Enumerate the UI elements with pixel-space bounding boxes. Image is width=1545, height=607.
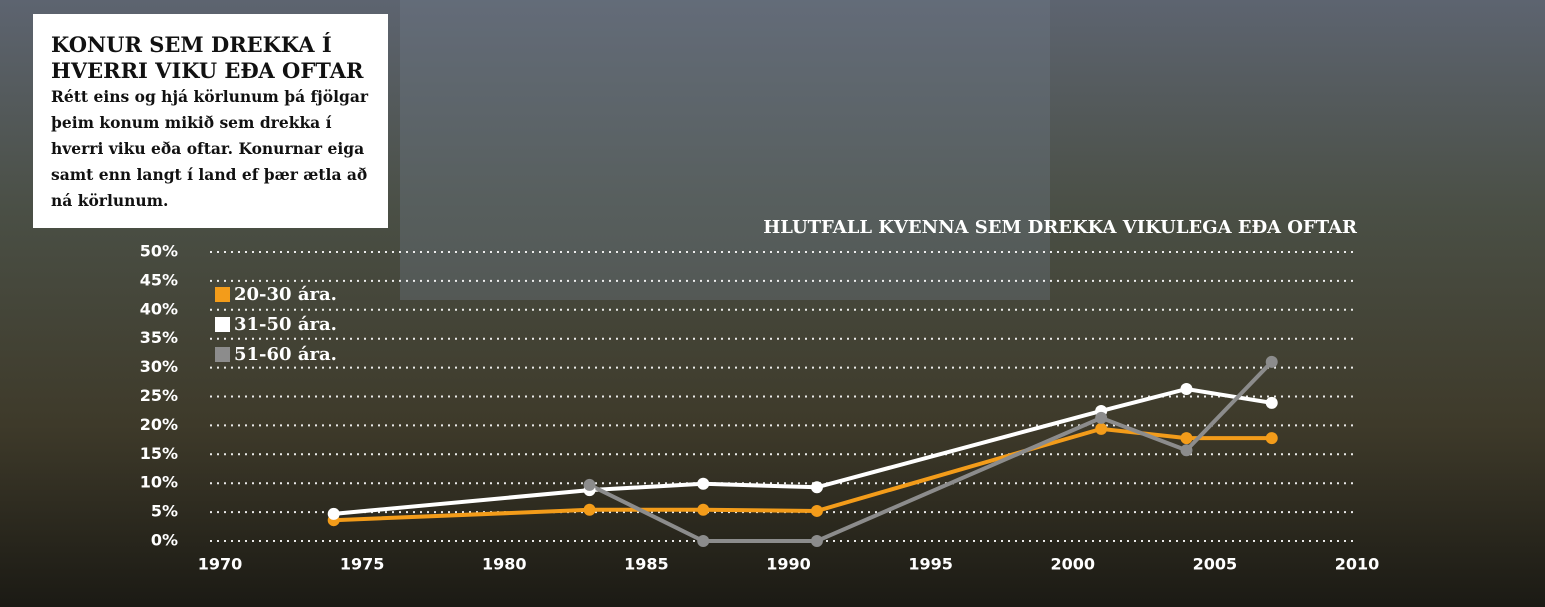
y-tick-label: 45% [140,270,178,289]
y-tick-label: 20% [140,415,178,434]
data-point [1095,423,1107,435]
y-tick-label: 25% [140,386,178,405]
x-tick-label: 2005 [1193,555,1238,574]
legend-label: 31-50 ára. [234,314,337,335]
y-tick-label: 10% [140,473,178,492]
data-point [697,504,709,516]
data-point [697,478,709,490]
data-point [697,535,709,547]
data-point [328,508,340,520]
data-point [1095,412,1107,424]
data-point [811,505,823,517]
data-point [1266,356,1278,368]
legend-swatch [215,287,230,302]
data-point [811,535,823,547]
data-point [811,481,823,493]
title-box: KONUR SEM DREKKA Í HVERRI VIKU EÐA OFTAR… [33,14,388,228]
x-tick-label: 1980 [482,555,527,574]
y-tick-label: 5% [151,502,178,521]
x-tick-label: 1995 [908,555,953,574]
subtitle: Rétt eins og hjá körlunum þá fjölgar þei… [51,84,374,214]
legend-label: 51-60 ára. [234,344,337,365]
data-point [584,504,596,516]
legend-label: 20-30 ára. [234,284,337,305]
x-tick-label: 2000 [1050,555,1095,574]
data-point [1180,444,1192,456]
x-tick-label: 1975 [340,555,385,574]
title: KONUR SEM DREKKA Í HVERRI VIKU EÐA OFTAR [51,32,374,84]
y-tick-label: 30% [140,357,178,376]
x-tick-label: 2010 [1335,555,1380,574]
data-point [1266,432,1278,444]
data-point [1180,432,1192,444]
y-tick-label: 50% [140,242,178,261]
page: HLUTFALL KVENNA SEM DREKKA VIKULEGA EÐA … [0,0,1545,607]
legend-swatch [215,317,230,332]
y-tick-label: 0% [151,531,178,550]
photo-shape [400,0,1050,300]
y-tick-label: 35% [140,328,178,347]
data-point [1180,383,1192,395]
x-tick-label: 1970 [198,555,243,574]
y-tick-label: 40% [140,299,178,318]
legend-swatch [215,347,230,362]
data-point [584,479,596,491]
chart-title: HLUTFALL KVENNA SEM DREKKA VIKULEGA EÐA … [763,217,1358,238]
data-point [1266,397,1278,409]
x-tick-label: 1990 [766,555,811,574]
y-tick-label: 15% [140,444,178,463]
x-tick-label: 1985 [624,555,669,574]
